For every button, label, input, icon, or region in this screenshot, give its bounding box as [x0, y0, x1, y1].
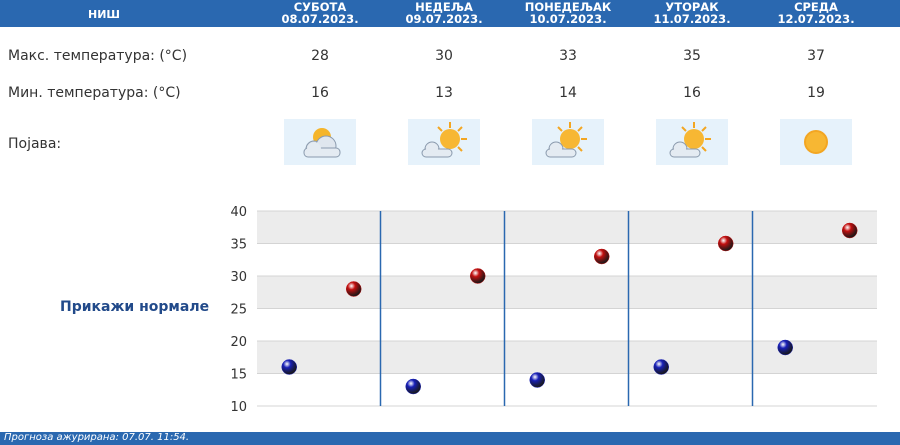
min-temp-point: [653, 359, 669, 375]
y-tick-label: 15: [230, 368, 247, 383]
chart-grid: [257, 210, 877, 407]
city-name: НИШ: [88, 8, 121, 21]
min-temp-value: 16: [311, 85, 329, 101]
day-dividers: [379, 211, 754, 406]
day-name: НЕДЕЉА: [415, 0, 473, 14]
day-header-5: СРЕДА 12.07.2023.: [756, 1, 876, 25]
day-name: ПОНЕДЕЉАК: [524, 0, 612, 14]
y-axis-ticks: 10 15 20 25 30 35 40: [230, 205, 247, 415]
temperature-points: [281, 222, 858, 395]
max-temp-value: 33: [559, 48, 577, 64]
sun-cloud-icon: [284, 119, 356, 165]
max-temp-point: [345, 281, 362, 297]
max-temp-label: Макс. температура: (°C): [8, 48, 188, 64]
day-name: СРЕДА: [794, 0, 838, 14]
max-temp-value: 35: [683, 48, 701, 64]
grid-band: [257, 211, 877, 244]
grid-band: [257, 308, 877, 341]
min-temp-value: 14: [559, 85, 577, 101]
grid-band: [257, 373, 877, 406]
sun-cloud-icon: [532, 119, 604, 165]
day-date: 09.07.2023.: [405, 12, 483, 26]
y-tick-label: 25: [230, 303, 247, 318]
min-temp-point: [529, 372, 545, 388]
max-temp-point: [841, 222, 858, 239]
grid-band: [257, 243, 877, 276]
day-name: УТОРАК: [665, 0, 719, 14]
y-tick-label: 10: [230, 400, 247, 415]
max-temp-point: [469, 268, 486, 284]
sun-cloud-icon: [408, 119, 480, 165]
min-temp-point: [281, 359, 297, 375]
y-tick-label: 30: [230, 270, 247, 285]
y-tick-label: 40: [230, 205, 247, 220]
phenomenon-label: Појава:: [8, 136, 62, 152]
min-temp-value: 13: [435, 85, 453, 101]
max-temp-value: 37: [807, 48, 825, 64]
day-header-4: УТОРАК 11.07.2023.: [632, 1, 752, 25]
show-normals-link[interactable]: Прикажи нормале: [60, 299, 210, 315]
max-temp-point: [593, 248, 610, 265]
max-temp-value: 30: [435, 48, 453, 64]
grid-band: [257, 341, 877, 374]
y-tick-label: 35: [230, 238, 247, 253]
min-temp-point: [777, 339, 793, 356]
max-temp-point: [717, 235, 734, 252]
max-temp-value: 28: [311, 48, 329, 64]
forecast-header: НИШ СУБОТА 08.07.2023. НЕДЕЉА 09.07.2023…: [0, 0, 900, 27]
y-tick-label: 20: [230, 335, 247, 350]
min-temp-point: [405, 378, 421, 395]
footer-bar: Прогноза ажурирана: 07.07. 11:54.: [0, 432, 900, 445]
update-timestamp: Прогноза ажурирана: 07.07. 11:54.: [4, 432, 190, 443]
day-date: 10.07.2023.: [529, 12, 607, 26]
day-date: 11.07.2023.: [653, 12, 731, 26]
day-name: СУБОТА: [293, 0, 347, 14]
day-date: 12.07.2023.: [777, 12, 855, 26]
min-temp-value: 19: [807, 85, 825, 101]
min-temp-label: Мин. температура: (°C): [8, 85, 181, 101]
min-temp-value: 16: [683, 85, 701, 101]
day-date: 08.07.2023.: [281, 12, 359, 26]
day-header-3: ПОНЕДЕЉАК 10.07.2023.: [508, 1, 628, 25]
day-header-1: СУБОТА 08.07.2023.: [260, 1, 380, 25]
sun-cloud-icon: [656, 119, 728, 165]
sun-icon: [780, 119, 852, 165]
day-header-2: НЕДЕЉА 09.07.2023.: [384, 1, 504, 25]
temperature-chart: 10 15 20 25 30 35 40: [230, 205, 877, 415]
